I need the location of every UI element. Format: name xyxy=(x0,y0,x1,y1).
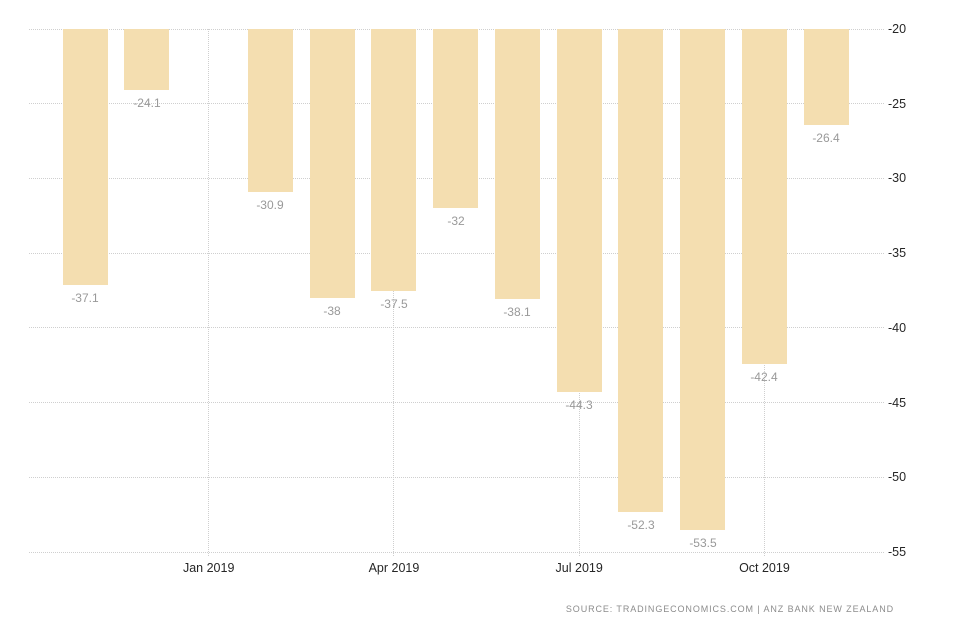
x-axis-tick-label: Apr 2019 xyxy=(368,561,420,575)
y-axis-tick-label: -20 xyxy=(888,22,907,36)
bar-may-2019[interactable] xyxy=(433,29,478,208)
gridline-x-jan-2019 xyxy=(208,29,210,556)
bar-oct-2019[interactable] xyxy=(742,29,787,364)
bar-value-label: -24.1 xyxy=(133,96,161,110)
bar-nov-2018[interactable] xyxy=(63,29,108,285)
bar-value-label: -38.1 xyxy=(503,305,531,319)
y-axis-tick-label: -25 xyxy=(888,96,907,111)
bar-value-label: -26.4 xyxy=(812,131,840,145)
gridline-y--40 xyxy=(29,327,884,329)
bar-sep-2019[interactable] xyxy=(680,29,725,530)
bar-mar-2019[interactable] xyxy=(310,29,355,298)
x-axis-tick-label: Oct 2019 xyxy=(739,561,790,575)
bar-value-label: -32 xyxy=(447,214,465,228)
y-axis-tick-label: -35 xyxy=(888,246,907,261)
bar-jun-2019[interactable] xyxy=(495,29,540,299)
y-axis-tick-label: -55 xyxy=(888,545,907,559)
gridline-x-apr-2019 xyxy=(393,29,395,556)
bar-value-label: -42.4 xyxy=(750,370,778,384)
gridline-y--55 xyxy=(29,551,884,553)
y-axis-tick-label: -30 xyxy=(888,171,907,186)
bar-jul-2019[interactable] xyxy=(557,29,602,392)
bar-value-label: -37.1 xyxy=(71,291,99,305)
x-axis-tick-label: Jan 2019 xyxy=(182,561,235,575)
bar-nov-2019[interactable] xyxy=(804,29,849,125)
bar-value-label: -52.3 xyxy=(627,518,655,532)
gridline-y--50 xyxy=(29,476,884,478)
bar-apr-2019[interactable] xyxy=(371,29,416,291)
y-axis-tick-label: -40 xyxy=(888,320,907,335)
bar-feb-2019[interactable] xyxy=(248,29,293,192)
gridline-y--35 xyxy=(29,252,884,254)
x-axis-tick-label: Jul 2019 xyxy=(555,561,603,575)
bar-value-label: -38 xyxy=(323,304,341,318)
bar-value-label: -30.9 xyxy=(256,198,284,212)
gridline-y--45 xyxy=(29,402,884,404)
bar-dec-2018[interactable] xyxy=(124,29,169,90)
source-note: SOURCE: TRADINGECONOMICS.COM | ANZ BANK … xyxy=(565,604,894,614)
bar-value-label: -37.5 xyxy=(380,297,408,311)
bar-aug-2019[interactable] xyxy=(618,29,663,512)
y-axis-tick-label: -45 xyxy=(888,395,907,410)
y-axis-tick-label: -50 xyxy=(888,470,907,485)
bar-value-label: -53.5 xyxy=(689,536,717,550)
bar-value-label: -44.3 xyxy=(565,398,593,412)
